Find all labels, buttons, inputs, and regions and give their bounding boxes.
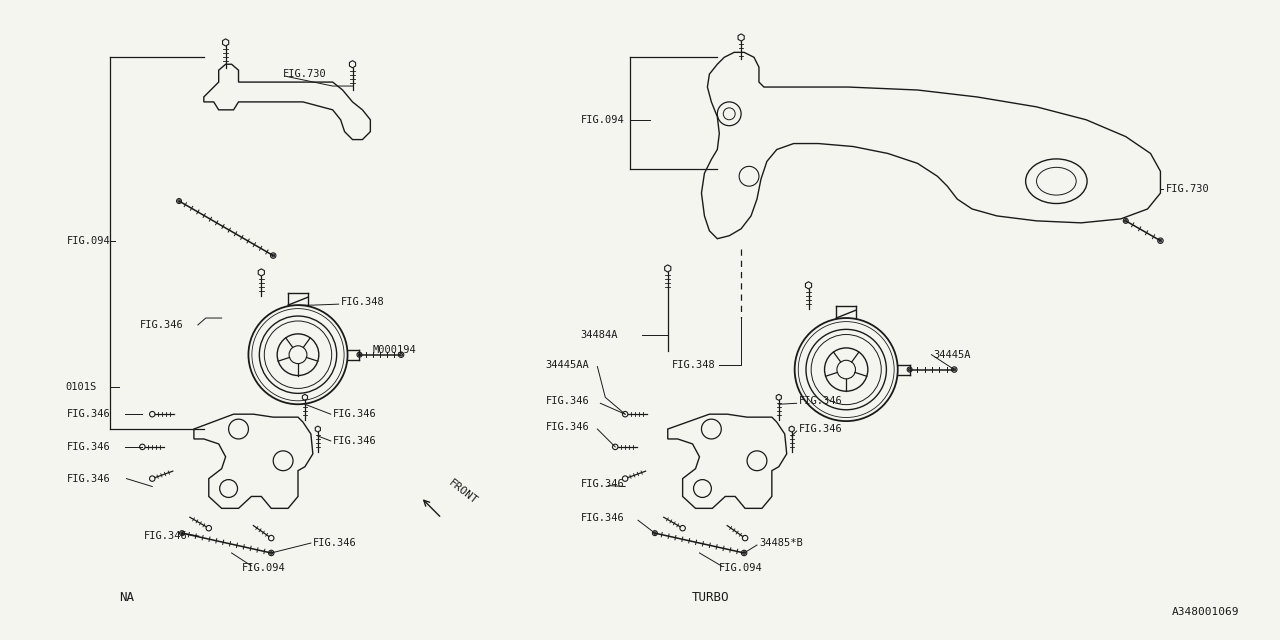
Text: FIG.346: FIG.346 bbox=[799, 424, 842, 434]
Text: 34445A: 34445A bbox=[933, 349, 972, 360]
Text: FIG.730: FIG.730 bbox=[1165, 184, 1210, 194]
Text: FIG.346: FIG.346 bbox=[67, 409, 111, 419]
Text: FIG.730: FIG.730 bbox=[283, 69, 326, 79]
Text: NA: NA bbox=[119, 591, 134, 604]
Text: FIG.348: FIG.348 bbox=[672, 360, 716, 370]
Text: FIG.348: FIG.348 bbox=[340, 297, 384, 307]
Text: FIG.346: FIG.346 bbox=[140, 320, 183, 330]
Text: A348001069: A348001069 bbox=[1172, 607, 1240, 618]
Text: FIG.094: FIG.094 bbox=[67, 236, 111, 246]
Text: FIG.346: FIG.346 bbox=[545, 422, 590, 432]
Text: FIG.346: FIG.346 bbox=[67, 442, 111, 452]
Text: FIG.346: FIG.346 bbox=[581, 513, 625, 524]
Text: FIG.346: FIG.346 bbox=[67, 474, 111, 484]
Text: FIG.346: FIG.346 bbox=[333, 436, 376, 446]
Text: FIG.346: FIG.346 bbox=[545, 396, 590, 406]
Text: 34484A: 34484A bbox=[581, 330, 618, 340]
Text: M000194: M000194 bbox=[372, 345, 416, 355]
Text: 34485*B: 34485*B bbox=[759, 538, 803, 548]
Text: FIG.346: FIG.346 bbox=[799, 396, 842, 406]
Text: FIG.094: FIG.094 bbox=[581, 115, 625, 125]
Text: TURBO: TURBO bbox=[691, 591, 730, 604]
Text: FIG.346: FIG.346 bbox=[581, 479, 625, 488]
Text: FRONT: FRONT bbox=[447, 477, 480, 506]
Text: FIG.094: FIG.094 bbox=[719, 563, 763, 573]
Text: 34445AA: 34445AA bbox=[545, 360, 590, 370]
Text: FIG.346: FIG.346 bbox=[312, 538, 357, 548]
Text: FIG.346: FIG.346 bbox=[333, 409, 376, 419]
Text: FIG.094: FIG.094 bbox=[242, 563, 285, 573]
Text: FIG.346: FIG.346 bbox=[145, 531, 188, 541]
Text: 0101S: 0101S bbox=[65, 383, 96, 392]
